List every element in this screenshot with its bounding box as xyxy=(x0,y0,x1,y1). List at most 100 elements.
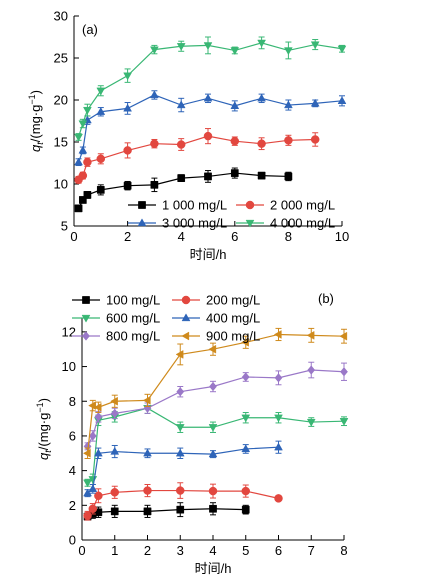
panel-a-label: (a) xyxy=(82,22,98,37)
panel-b-series-1-point xyxy=(143,486,152,495)
panel-b-legend-item-2: 600 mg/L xyxy=(72,311,160,326)
panel-b-series-5-point xyxy=(306,330,315,340)
panel-b-x-tick-label: 0 xyxy=(78,543,85,558)
panel-a-series-1-point xyxy=(176,140,186,149)
panel-a-series-2-point xyxy=(96,107,106,115)
panel-b-series-3-point xyxy=(83,488,92,497)
panel-a-series-3-point xyxy=(74,133,83,142)
panel-b-legend-item-3: 400 mg/L xyxy=(172,311,260,326)
panel-a-series-2-point xyxy=(78,145,88,154)
panel-b-series-0-point xyxy=(143,507,152,516)
panel-a-series-1-point xyxy=(123,146,132,155)
panel-b-legend-item-5: 900 mg/L xyxy=(172,329,260,344)
panel-a-series-1-point xyxy=(230,136,240,146)
panel-a-series-1-point xyxy=(150,139,159,148)
panel-a-y-axis-label: qt/(mg·g−1) xyxy=(27,90,45,152)
panel-b-legend-label: 100 mg/L xyxy=(106,293,160,308)
panel-b-series-0-point xyxy=(209,504,217,513)
panel-b-legend-marker xyxy=(181,331,190,341)
panel-b-x-tick-label: 8 xyxy=(340,543,347,558)
panel-b-legend-label: 600 mg/L xyxy=(106,311,160,326)
panel-b-series-5-point xyxy=(339,331,348,341)
panel-a-series-3 xyxy=(74,36,347,142)
panel-b-legend-label: 900 mg/L xyxy=(206,329,260,344)
panel-b-y-tick-label: 6 xyxy=(69,428,76,443)
panel-b-series-4-point xyxy=(307,365,316,375)
panel-a-x-tick-label: 10 xyxy=(335,229,349,244)
panel-b-series-5-point xyxy=(110,396,118,406)
panel-a-series-1-point xyxy=(310,135,320,144)
panel-b-series-5-point xyxy=(142,395,151,405)
panel-b-series-3-point xyxy=(241,444,251,453)
panel-b-series-0-point xyxy=(110,507,119,516)
panel-a-series-3-point xyxy=(150,46,159,55)
panel-b-series-2-point xyxy=(306,418,316,427)
panel-a-series-3-point xyxy=(230,47,240,56)
panel-a-legend-item-2: 3 000 mg/L xyxy=(128,216,227,231)
panel-b-y-tick-label: 12 xyxy=(62,324,76,339)
panel-b-legend-item-0: 100 mg/L xyxy=(72,293,160,308)
panel-b-legend-label: 800 mg/L xyxy=(106,329,160,344)
panel-b-series-2-point xyxy=(339,418,349,426)
panel-a-legend-marker xyxy=(245,219,255,228)
panel-a-series-0-point xyxy=(150,180,159,189)
panel-a-y-tick-label: 15 xyxy=(54,135,68,150)
panel-b-x-tick-label: 6 xyxy=(275,543,282,558)
panel-a-series-1 xyxy=(74,128,320,185)
panel-b-series-5-point xyxy=(88,401,96,410)
panel-a-legend-item-3: 4 000 mg/L xyxy=(236,216,335,231)
panel-b-x-tick-label: 4 xyxy=(209,543,216,558)
panel-a-series-0-point xyxy=(204,172,212,181)
panel-a-legend-item-1: 2 000 mg/L xyxy=(236,198,335,213)
panel-a-legend-item-0: 1 000 mg/L xyxy=(128,198,227,213)
panel-a-x-tick-label: 2 xyxy=(124,229,131,244)
panel-a-series-3-line xyxy=(77,42,343,138)
panel-b-series-3-point xyxy=(208,449,218,458)
panel-a-series-3-point xyxy=(310,41,320,50)
panel-b-series-5-point xyxy=(175,350,184,359)
panel-b: 0 1 2 3 4 5 6 7 8024681012时间/hqt/(mg·g−1)(b)100 … xyxy=(35,291,349,576)
panel-a-series-3-point xyxy=(203,42,213,51)
panel-b-x-tick-label: 2 xyxy=(144,543,151,558)
panel-b-series-3 xyxy=(83,440,283,498)
panel-a-series-2-point xyxy=(310,98,320,107)
panel-b-series-2-line xyxy=(87,407,345,484)
panel-b-series-3-point xyxy=(93,448,103,457)
panel-a-y-tick-label: 25 xyxy=(54,51,68,66)
panel-a-series-3-point xyxy=(123,72,132,81)
panel-a-series-2 xyxy=(74,90,347,167)
panel-a-series-0-point xyxy=(123,181,132,190)
panel-b-label: (b) xyxy=(318,291,334,306)
panel-b-legend-marker xyxy=(81,314,91,323)
panel-b-x-tick-label: 3 xyxy=(177,543,184,558)
panel-a-series-2-point xyxy=(123,103,132,112)
panel-b-series-4-point xyxy=(176,387,185,397)
panel-b-series-5-point xyxy=(208,344,217,354)
panel-b-legend-marker xyxy=(181,313,191,322)
panel-a-x-tick-label: 8 xyxy=(285,229,292,244)
panel-a-series-1-line xyxy=(78,135,316,181)
panel-a-series-3-point xyxy=(284,47,293,56)
panel-b-series-4-point xyxy=(209,381,217,392)
panel-a-series-0-point xyxy=(96,186,105,194)
panel-a-series-3-point xyxy=(257,39,266,48)
panel-b-y-tick-label: 0 xyxy=(69,533,76,548)
panel-a-legend-label: 1 000 mg/L xyxy=(162,198,227,213)
panel-a-series-3-point xyxy=(83,106,92,115)
panel-a-series-2-point xyxy=(176,100,186,109)
panel-b-legend-marker xyxy=(82,296,90,304)
panel-b-series-1-point xyxy=(176,486,185,495)
panel-b-series-3-point xyxy=(143,448,152,457)
panel-b-series-2-point xyxy=(175,424,185,432)
panel-a-y-tick-label: 5 xyxy=(61,219,68,234)
panel-a-series-3-point xyxy=(337,45,347,54)
panel-b-legend-label: 400 mg/L xyxy=(206,311,260,326)
panel-a-series-3-point xyxy=(78,120,88,129)
panel-a-series-3-point xyxy=(96,87,106,96)
panel-b-series-4-point xyxy=(340,367,348,377)
panel-b-legend-item-1: 200 mg/L xyxy=(172,293,260,308)
panel-b-series-0-point xyxy=(176,505,185,514)
panel-a-x-tick-label: 0 xyxy=(70,229,77,244)
panel-a-x-tick-label: 6 xyxy=(231,229,238,244)
